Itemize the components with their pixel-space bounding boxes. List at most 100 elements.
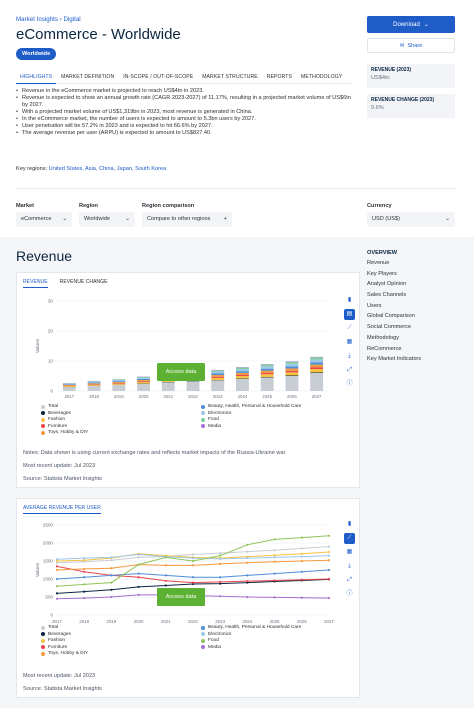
bar-segment: [236, 371, 249, 373]
legend-item[interactable]: Fashion: [41, 638, 201, 643]
legend-item[interactable]: Media: [201, 645, 341, 650]
tab-arpu[interactable]: AVERAGE REVENUE PER USER: [23, 505, 101, 514]
legend-item[interactable]: Electronics: [201, 411, 341, 416]
overview-item-methodology[interactable]: Methodology: [367, 334, 400, 341]
legend-swatch: [201, 645, 205, 649]
overview-item-recommerce[interactable]: ReCommerce: [367, 345, 402, 352]
overview-item-global-comparison[interactable]: Global Comparison: [367, 313, 415, 320]
legend-item[interactable]: Electronics: [201, 632, 341, 637]
tab-revenue[interactable]: REVENUE: [23, 279, 48, 288]
legend-label: Toys, Hobby & DIY: [48, 430, 89, 435]
data-point: [83, 576, 86, 579]
tab-in-scope[interactable]: IN-SCOPE / OUT-OF-SCOPE: [123, 74, 194, 80]
download-icon[interactable]: ⤓: [344, 561, 355, 572]
access-data-button[interactable]: Access data: [157, 363, 205, 381]
overview-item-users[interactable]: Users: [367, 302, 382, 309]
bar-segment: [112, 383, 126, 385]
line-chart-icon[interactable]: ⟋: [344, 323, 355, 334]
data-point: [55, 592, 59, 595]
list-item: Revenue in the eCommerce market is proje…: [16, 88, 352, 95]
access-data-button[interactable]: Access data: [157, 588, 205, 606]
data-point: [55, 585, 59, 588]
bar-segment: [236, 379, 249, 391]
legend-item[interactable]: Furniture: [41, 424, 201, 429]
info-icon[interactable]: ⓘ: [344, 379, 355, 390]
data-point: [83, 583, 86, 586]
data-point: [110, 556, 113, 559]
legend-item[interactable]: Toys, Hobby & DIY: [41, 651, 201, 656]
bar-segment: [260, 366, 274, 369]
legend-item[interactable]: Total: [41, 404, 201, 409]
legend-item[interactable]: Total: [41, 625, 201, 630]
tab-highlights[interactable]: HIGHLIGHTS: [16, 72, 57, 84]
line-chart-icon[interactable]: ⟋: [344, 533, 355, 544]
comparison-select[interactable]: Compare to other regions +: [142, 212, 232, 227]
market-value: eCommerce: [21, 216, 52, 222]
bar-segment: [310, 373, 324, 391]
chart-source: Source: Statista Market Insights: [23, 476, 102, 482]
tab-revenue-change[interactable]: REVENUE CHANGE: [59, 279, 108, 285]
tab-market-definition[interactable]: MARKET DEFINITION: [61, 74, 115, 80]
legend-item[interactable]: Food: [201, 417, 341, 422]
revenue-card: REVENUE REVENUE CHANGE ▮ ▤ ⟋ ▦ ⤓ ⤢ ⓘ 0 10…: [16, 272, 360, 488]
x-tick-label: 2025: [270, 619, 280, 624]
bar-chart-icon[interactable]: ▮: [344, 519, 355, 530]
legend-item[interactable]: Food: [201, 638, 341, 643]
tab-market-structure[interactable]: MARKET STRUCTURE: [202, 74, 258, 80]
bar-segment: [112, 379, 126, 382]
legend-item[interactable]: Beverages: [41, 411, 201, 416]
region-pill[interactable]: Worldwide: [16, 48, 57, 60]
market-select[interactable]: eCommerce ⌄: [16, 212, 72, 227]
overview-item-sales-channels[interactable]: Sales Channels: [367, 292, 407, 299]
stacked-chart-icon[interactable]: ▤: [344, 309, 355, 320]
overview-item-key-market-indicators[interactable]: Key Market Indicators: [367, 356, 422, 363]
legend-item[interactable]: Media: [201, 424, 341, 429]
data-point: [219, 554, 222, 557]
tab-methodology[interactable]: METHODOLOGY: [301, 74, 343, 80]
share-button[interactable]: ✉ Share: [367, 38, 455, 53]
table-icon[interactable]: ▦: [344, 337, 355, 348]
bar-segment: [87, 381, 101, 383]
overview-item-analyst-opinion[interactable]: Analyst Opinion: [367, 281, 407, 288]
info-icon[interactable]: ⓘ: [344, 589, 355, 600]
currency-select[interactable]: USD (US$) ⌄: [367, 212, 455, 227]
download-button[interactable]: Download ⌄: [367, 16, 455, 33]
data-point: [246, 580, 249, 583]
data-point: [300, 547, 303, 550]
y-tick-label: 2000: [43, 541, 54, 546]
legend-item[interactable]: Beauty, Health, Personal & Household Car…: [201, 625, 341, 630]
data-point: [110, 559, 113, 562]
download-icon[interactable]: ⤓: [344, 351, 355, 362]
data-point: [164, 584, 167, 587]
data-point: [300, 559, 303, 563]
key-regions-links[interactable]: United States, Asia, China, Japan, South…: [48, 166, 167, 172]
overview-item-social-commerce[interactable]: Social Commerce: [367, 324, 412, 331]
legend-item[interactable]: Toys, Hobby & DIY: [41, 430, 201, 435]
legend-item[interactable]: Beverages: [41, 632, 201, 637]
legend-swatch: [41, 638, 45, 643]
expand-icon[interactable]: ⤢: [344, 365, 355, 376]
bar-chart-icon[interactable]: ▮: [344, 295, 355, 306]
list-item: User penetration will be 57.2% in 2023 a…: [16, 123, 352, 130]
expand-icon[interactable]: ⤢: [344, 575, 355, 586]
region-select[interactable]: Worldwide ⌄: [79, 212, 135, 227]
data-point: [219, 595, 222, 598]
legend-item[interactable]: Beauty, Health, Personal & Household Car…: [201, 404, 341, 409]
tab-reports[interactable]: REPORTS: [266, 74, 293, 80]
data-point: [300, 555, 303, 558]
data-point: [83, 567, 86, 571]
region-label: Region: [79, 203, 98, 209]
y-tick-label: 2500: [43, 523, 54, 528]
overview-item-key-players[interactable]: Key Players: [367, 270, 397, 277]
bar-segment: [260, 364, 274, 367]
x-tick-label: 2018: [79, 619, 89, 624]
currency-label: Currency: [367, 203, 392, 209]
breadcrumb[interactable]: Market Insights › Digital: [16, 16, 81, 23]
bar-segment: [87, 383, 101, 385]
table-icon[interactable]: ▦: [344, 547, 355, 558]
legend-label: Fashion: [48, 417, 66, 422]
x-tick-label: 2020: [139, 394, 149, 399]
legend-item[interactable]: Furniture: [41, 645, 201, 650]
overview-item-revenue[interactable]: Revenue: [367, 260, 390, 266]
legend-item[interactable]: Fashion: [41, 417, 201, 422]
